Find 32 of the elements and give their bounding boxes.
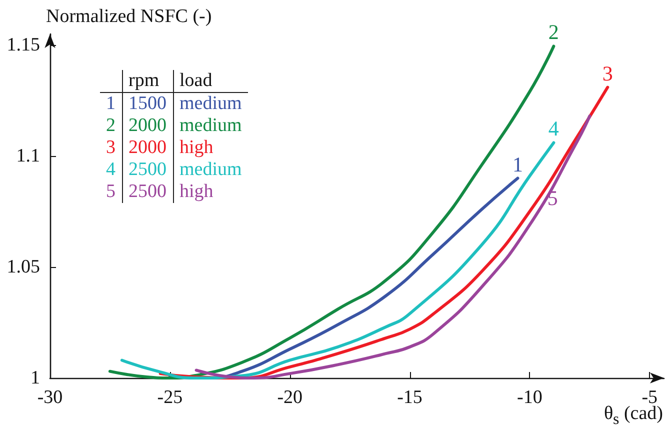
annotation: 2000 — [122, 115, 173, 137]
annotation: high — [178, 137, 214, 159]
series-label: 2 — [548, 20, 559, 44]
annotation: 2000 — [122, 137, 173, 159]
y-tick-label: 1 — [30, 368, 40, 388]
annotation: high — [178, 181, 214, 203]
y-tick-label: 1.1 — [16, 146, 40, 167]
y-tick-label: 1.15 — [6, 34, 40, 56]
x-tick-label: -20 — [277, 387, 303, 408]
x-tick-label: -25 — [157, 387, 183, 408]
annotation: medium — [178, 115, 243, 137]
annotation: rpm — [122, 70, 173, 92]
text: 4 — [106, 159, 116, 180]
y-axis-title: Normalized NSFC (-) — [46, 6, 212, 27]
annotation: 2500 — [122, 181, 173, 203]
text: 3 — [106, 137, 116, 158]
annotation: medium — [178, 92, 243, 115]
annotation: 2500 — [122, 159, 173, 181]
x-tick-label: -30 — [37, 387, 63, 408]
annotation: load — [173, 70, 248, 92]
text: 1 — [106, 93, 116, 114]
series-label: 4 — [548, 116, 560, 141]
series-label: 3 — [602, 61, 613, 86]
text: 2 — [106, 115, 116, 136]
y-tick-label: 1.05 — [6, 256, 40, 278]
x-axis-title: θ$_{s}$ (cad) — [604, 403, 663, 429]
x-tick-label: -10 — [517, 387, 542, 408]
text: 5 — [106, 181, 116, 202]
annotation: medium — [178, 159, 243, 181]
x-tick-label: -15 — [397, 387, 422, 408]
series-label: 1 — [512, 152, 523, 176]
annotation: 1500 — [122, 92, 173, 115]
